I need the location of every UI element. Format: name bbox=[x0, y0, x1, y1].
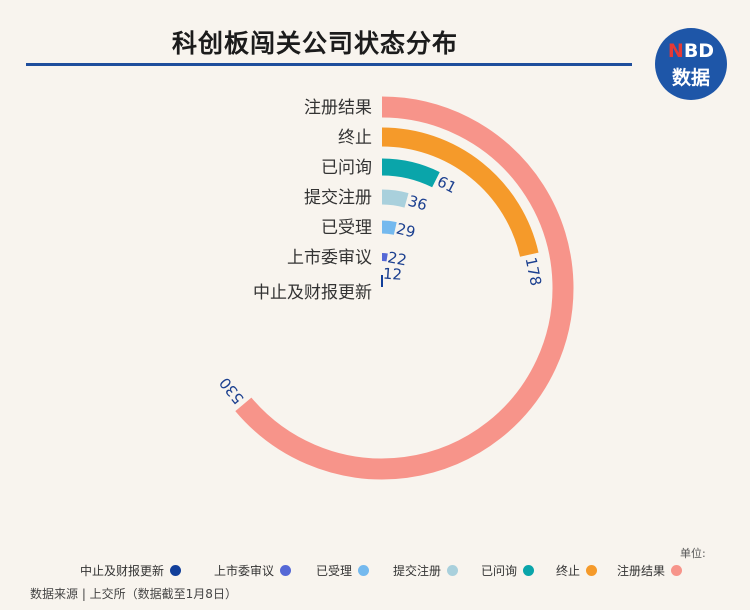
chart-title: 科创板闯关公司状态分布 bbox=[171, 29, 458, 58]
legend-item-注册结果: 注册结果 bbox=[617, 562, 683, 580]
legend-item-终止: 终止 bbox=[556, 562, 598, 580]
nbd-logo: NBD 数据 bbox=[655, 28, 727, 100]
value-label-提交注册: 36 bbox=[406, 192, 429, 215]
value-label-上市委审议: 22 bbox=[386, 248, 408, 269]
legend-item-已问询: 已问询 bbox=[481, 562, 535, 580]
legend-swatch bbox=[280, 565, 292, 576]
legend-label: 提交注册 bbox=[393, 564, 442, 578]
legend-item-中止及财报更新: 中止及财报更新 bbox=[80, 562, 182, 580]
bar-已问询 bbox=[381, 158, 440, 188]
legend-swatch bbox=[447, 565, 459, 576]
title-divider bbox=[26, 63, 632, 66]
value-label-终止: 178 bbox=[522, 256, 545, 288]
legend-swatch bbox=[586, 565, 598, 576]
legend-item-提交注册: 提交注册 bbox=[393, 562, 459, 580]
category-label-上市委审议: 上市委审议 bbox=[287, 248, 372, 268]
bar-终止 bbox=[381, 127, 539, 257]
legend-swatch bbox=[170, 565, 182, 576]
category-label-注册结果: 注册结果 bbox=[304, 98, 372, 118]
value-label-已受理: 29 bbox=[394, 220, 417, 242]
legend-label: 已受理 bbox=[316, 564, 353, 578]
bar-已受理 bbox=[381, 220, 397, 235]
legend-item-已受理: 已受理 bbox=[316, 562, 370, 580]
category-label-已问询: 已问询 bbox=[321, 158, 372, 178]
category-label-中止及财报更新: 中止及财报更新 bbox=[253, 283, 372, 303]
category-label-提交注册: 提交注册 bbox=[304, 188, 372, 208]
data-source: 数据来源 | 上交所（数据截至1月8日） bbox=[30, 587, 237, 601]
legend-swatch bbox=[358, 565, 370, 576]
logo-top-text: NBD bbox=[667, 40, 715, 62]
legend-item-上市委审议: 上市委审议 bbox=[214, 562, 292, 580]
category-label-终止: 终止 bbox=[338, 128, 372, 148]
logo-bottom-text: 数据 bbox=[671, 67, 710, 89]
legend-label: 终止 bbox=[556, 564, 581, 578]
legend-label: 已问询 bbox=[481, 564, 518, 578]
bar-提交注册 bbox=[381, 189, 409, 208]
chart-legend: 中止及财报更新 上市委审议 已受理 提交注册 已问询 终止 注册结果 bbox=[80, 562, 720, 580]
value-label-中止及财报更新: 12 bbox=[382, 265, 402, 284]
legend-swatch bbox=[523, 565, 535, 576]
unit-label: 单位: bbox=[680, 547, 706, 560]
legend-label: 注册结果 bbox=[617, 564, 666, 578]
legend-label: 中止及财报更新 bbox=[80, 564, 165, 578]
value-label-已问询: 61 bbox=[434, 172, 459, 197]
legend-swatch bbox=[671, 565, 683, 576]
value-label-注册结果: 530 bbox=[216, 374, 248, 408]
bar-注册结果 bbox=[235, 96, 574, 480]
legend-label: 上市委审议 bbox=[214, 564, 275, 578]
category-label-已受理: 已受理 bbox=[321, 218, 372, 238]
